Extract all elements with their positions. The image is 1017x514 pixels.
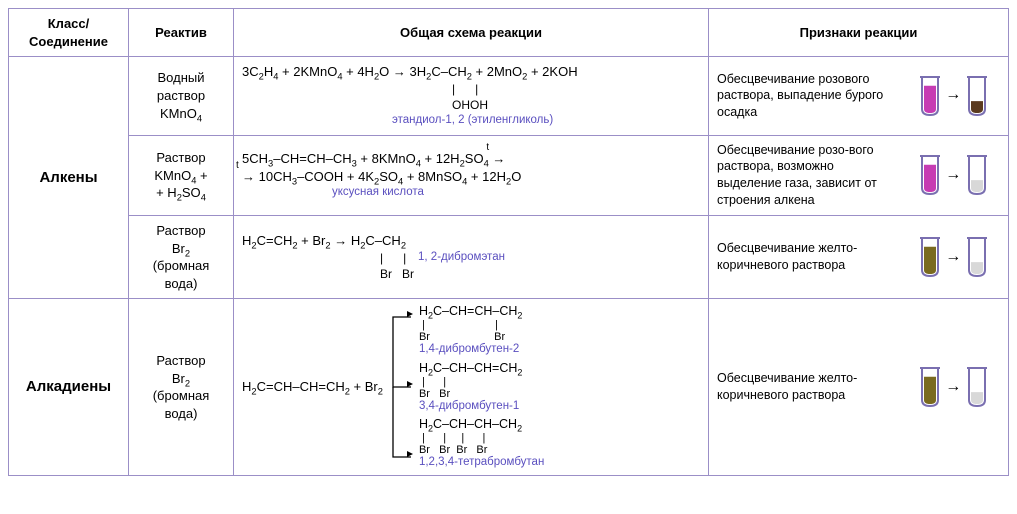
tube-before-icon	[920, 167, 940, 182]
arrow-icon: →	[945, 378, 961, 395]
sign-cell: Обесцвечивание розового раствора, выпаде…	[709, 57, 899, 135]
arrow-icon: →	[945, 86, 961, 103]
tube-after-icon	[967, 87, 987, 102]
scheme-note: уксусная кислота	[332, 185, 700, 201]
scheme-cell: H2C=CH–CH=CH2 + Br2 H2C–CH=CH–CH2 | |Br	[234, 299, 709, 476]
scheme-note: 1,4-дибромбутен-2	[419, 343, 544, 356]
tube-before-icon	[920, 249, 940, 264]
sign-cell: Обесцвечивание желто-коричневого раствор…	[709, 216, 899, 299]
tubes-cell: →	[899, 135, 1009, 216]
sign-cell: Обесцвечивание желто-коричневого раствор…	[709, 299, 899, 476]
class-alkenes: Алкены	[9, 57, 129, 299]
tubes-cell: →	[899, 216, 1009, 299]
arrow-icon: →	[945, 248, 961, 265]
tube-after-icon	[967, 249, 987, 264]
table-row: Алкадиены РастворBr2(бромнаявода) H2C=CH…	[9, 299, 1009, 476]
tubes-cell: →	[899, 299, 1009, 476]
scheme-cell: H2C=CH2 + Br2 → H2C–CH2 | |Br Br 1, 2-ди…	[234, 216, 709, 299]
bracket-icon	[387, 307, 415, 467]
reagent-cell: РастворBr2(бромнаявода)	[129, 216, 234, 299]
reagent-cell: РастворKMnO4 ++ H2SO4	[129, 135, 234, 216]
header-row: Класс/ Соединение Реактив Общая схема ре…	[9, 9, 1009, 57]
reagent-cell: ВодныйрастворKMnO4	[129, 57, 234, 135]
header-reagent: Реактив	[129, 9, 234, 57]
tubes-cell: →	[899, 57, 1009, 135]
scheme-cell: 3C2H4 + 2KMnO4 + 4H2O → 3H2C–CH2 + 2MnO2…	[234, 57, 709, 135]
reagent-cell: РастворBr2(бромнаявода)	[129, 299, 234, 476]
reactions-table: Класс/ Соединение Реактив Общая схема ре…	[8, 8, 1009, 476]
scheme-note: 1, 2-дибромэтан	[418, 250, 505, 266]
scheme-note: этандиол-1, 2 (этиленгликоль)	[392, 113, 700, 129]
header-scheme: Общая схема реакции	[234, 9, 709, 57]
table-row: РастворBr2(бромнаявода) H2C=CH2 + Br2 → …	[9, 216, 1009, 299]
header-class: Класс/ Соединение	[9, 9, 129, 57]
scheme-note: 3,4-дибромбутен-1	[419, 400, 544, 413]
header-signs: Признаки реакции	[709, 9, 1009, 57]
class-alkadienes: Алкадиены	[9, 299, 129, 476]
arrow-icon: →	[945, 166, 961, 183]
tube-after-icon	[967, 379, 987, 394]
table-row: Алкены ВодныйрастворKMnO4 3C2H4 + 2KMnO4…	[9, 57, 1009, 135]
tube-before-icon	[920, 87, 940, 102]
table-row: РастворKMnO4 ++ H2SO4 5CH3–CH=CH–CH3 + 8…	[9, 135, 1009, 216]
scheme-cell: 5CH3–CH=CH–CH3 + 8KMnO4 + 12H2SO4 →t →t …	[234, 135, 709, 216]
scheme-note: 1,2,3,4-тетрабромбутан	[419, 456, 544, 469]
tube-before-icon	[920, 379, 940, 394]
tube-after-icon	[967, 167, 987, 182]
sign-cell: Обесцвечивание розо-вого раствора, возмо…	[709, 135, 899, 216]
